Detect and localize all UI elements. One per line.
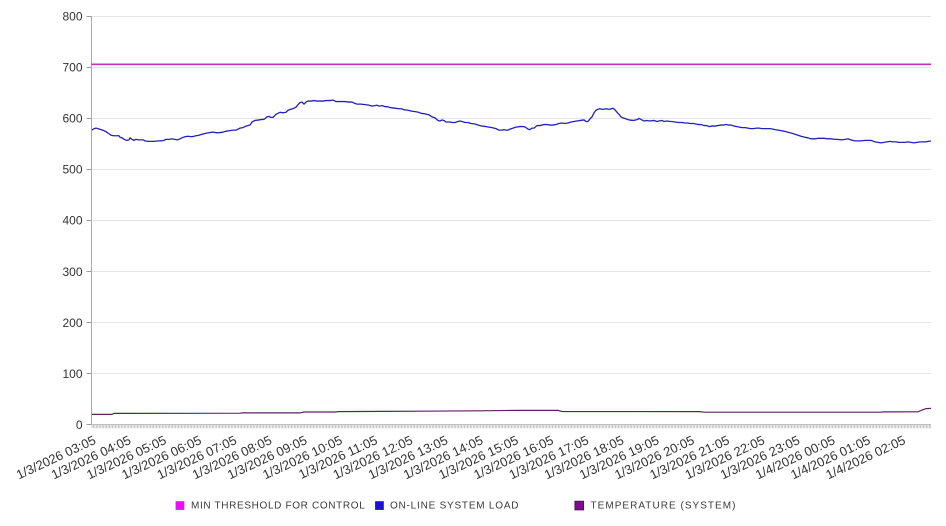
- svg-text:700: 700: [62, 61, 82, 75]
- svg-text:600: 600: [62, 112, 82, 126]
- svg-text:ON-LINE SYSTEM LOAD: ON-LINE SYSTEM LOAD: [390, 500, 519, 511]
- svg-text:TEMPERATURE (SYSTEM): TEMPERATURE (SYSTEM): [591, 500, 737, 511]
- svg-text:400: 400: [62, 214, 82, 228]
- svg-text:500: 500: [62, 163, 82, 177]
- svg-text:0: 0: [76, 418, 83, 432]
- svg-text:MIN THRESHOLD FOR CONTROL: MIN THRESHOLD FOR CONTROL: [191, 500, 365, 511]
- svg-text:800: 800: [62, 10, 82, 24]
- svg-text:100: 100: [62, 367, 82, 381]
- svg-text:300: 300: [62, 265, 82, 279]
- svg-text:200: 200: [62, 316, 82, 330]
